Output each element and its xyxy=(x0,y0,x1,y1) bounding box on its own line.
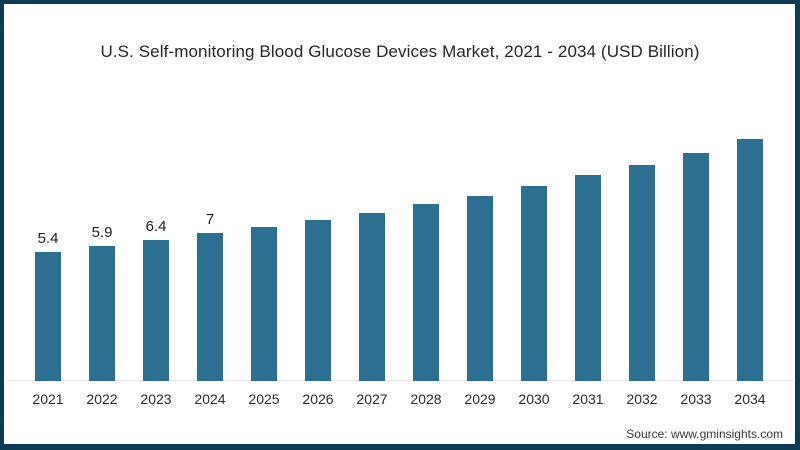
bar-value-label-2023: 6.4 xyxy=(145,218,167,235)
x-tick-label-2021: 2021 xyxy=(32,391,64,407)
bar-2032 xyxy=(629,165,655,381)
bar-2031 xyxy=(575,175,601,381)
bar-2029 xyxy=(467,196,493,381)
bar-2030 xyxy=(521,186,547,381)
bar-2034 xyxy=(737,139,763,381)
x-tick-label-2026: 2026 xyxy=(302,391,334,407)
bar-2033 xyxy=(683,153,709,381)
bar-2026 xyxy=(305,220,331,381)
x-tick-label-2033: 2033 xyxy=(680,391,712,407)
x-axis-line xyxy=(7,380,793,381)
x-tick-label-2030: 2030 xyxy=(518,391,550,407)
x-tick-label-2022: 2022 xyxy=(86,391,118,407)
x-tick-label-2034: 2034 xyxy=(734,391,766,407)
bar-2027 xyxy=(359,213,385,381)
x-tick-label-2027: 2027 xyxy=(356,391,388,407)
bar-2025 xyxy=(251,227,277,381)
bar-2023 xyxy=(143,240,169,381)
source-attribution: Source: www.gminsights.com xyxy=(626,427,783,441)
bar-2024 xyxy=(197,233,223,381)
bar-value-label-2022: 5.9 xyxy=(91,224,113,241)
bar-2021 xyxy=(35,252,61,381)
x-tick-label-2023: 2023 xyxy=(140,391,172,407)
x-tick-label-2028: 2028 xyxy=(410,391,442,407)
x-tick-label-2032: 2032 xyxy=(626,391,658,407)
bar-2022 xyxy=(89,246,115,381)
chart-title: U.S. Self-monitoring Blood Glucose Devic… xyxy=(100,42,700,61)
bar-value-label-2024: 7 xyxy=(205,211,215,228)
x-tick-label-2024: 2024 xyxy=(194,391,226,407)
bar-2028 xyxy=(413,204,439,381)
x-tick-label-2029: 2029 xyxy=(464,391,496,407)
x-tick-label-2031: 2031 xyxy=(572,391,604,407)
x-tick-label-2025: 2025 xyxy=(248,391,280,407)
bar-value-label-2021: 5.4 xyxy=(37,230,59,247)
